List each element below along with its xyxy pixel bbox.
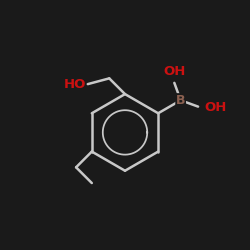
Text: HO: HO: [64, 78, 86, 90]
Text: B: B: [176, 94, 186, 107]
Text: OH: OH: [204, 101, 227, 114]
Text: OH: OH: [163, 66, 186, 78]
